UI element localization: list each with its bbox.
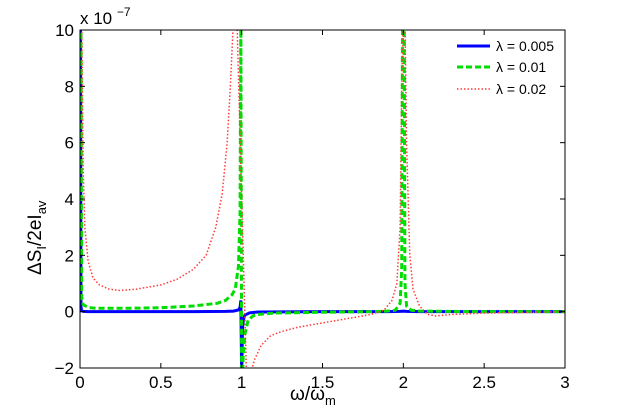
x-tick-label: 2 <box>399 373 408 392</box>
y-tick-label: 4 <box>65 190 74 209</box>
y-tick-label: 10 <box>55 21 74 40</box>
x-tick-label: 1 <box>237 373 246 392</box>
series-line-1 <box>80 30 565 368</box>
x-tick-label: 3 <box>560 373 569 392</box>
series-layer <box>80 30 565 368</box>
x-tick-label: 1.5 <box>311 373 335 392</box>
y-axis-label: ΔSI/2eIav <box>25 200 49 275</box>
legend-label-1: λ = 0.01 <box>496 59 546 75</box>
x-axis-label: ω/ωm <box>290 384 336 408</box>
legend-label-0: λ = 0.005 <box>496 38 554 54</box>
x-tick-label: 2.5 <box>472 373 496 392</box>
series-line-0 <box>80 30 565 368</box>
legend: λ = 0.005 λ = 0.01 λ = 0.02 <box>452 35 560 103</box>
y-tick-label: 0 <box>65 303 74 322</box>
y-tick-label: −2 <box>55 359 74 378</box>
x-tick-label: 0 <box>75 373 84 392</box>
legend-label-2: λ = 0.02 <box>496 81 546 97</box>
x-tick-label: 0.5 <box>149 373 173 392</box>
y-tick-label: 6 <box>65 134 74 153</box>
y-tick-label: 8 <box>65 77 74 96</box>
y-tick-label: 2 <box>65 246 74 265</box>
y-multiplier-label: x 10 −7 <box>80 5 131 28</box>
